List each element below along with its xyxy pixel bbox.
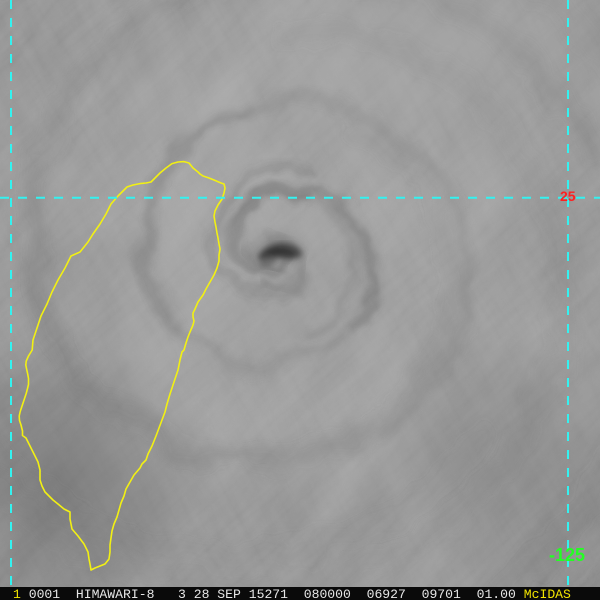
svg-text:25: 25 (560, 188, 576, 204)
svg-text:-125: -125 (549, 545, 585, 565)
